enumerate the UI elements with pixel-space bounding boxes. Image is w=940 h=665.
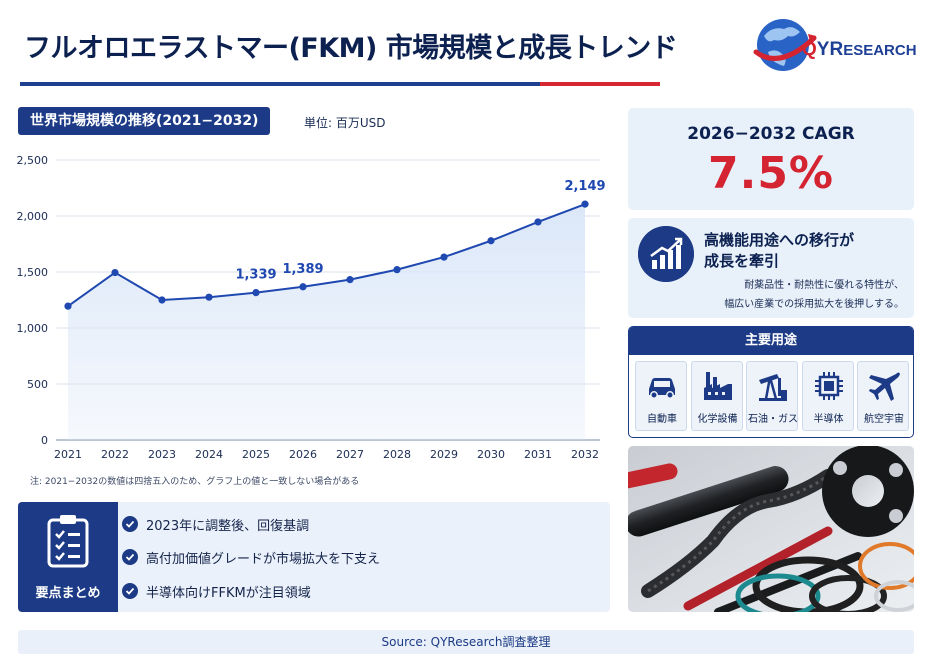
x-tick-label: 2021 <box>54 448 82 461</box>
application-label: 航空宇宙 <box>864 414 904 425</box>
x-tick-label: 2026 <box>289 448 317 461</box>
x-tick-label: 2030 <box>477 448 505 461</box>
key-point-text: 半導体向けFFKMが注目領域 <box>146 585 311 601</box>
data-point <box>111 268 119 277</box>
key-point-item: 半導体向けFFKMが注目領域 <box>122 580 311 602</box>
key-point-text: 2023年に調整後、回復基調 <box>146 518 310 534</box>
chart-heading: 世界市場規模の推移(2021−2032) <box>18 107 271 135</box>
data-point <box>440 253 448 261</box>
data-label: 2,149 <box>564 179 605 194</box>
application-tile: 自動車 <box>635 361 687 431</box>
y-tick-label: 1,000 <box>17 322 49 335</box>
data-point <box>534 218 542 226</box>
cagr-label: 2026−2032 CAGR <box>687 124 855 144</box>
clipboard-checklist-icon <box>47 515 89 568</box>
key-point-item: 2023年に調整後、回復基調 <box>122 513 309 535</box>
application-tile: 半導体 <box>801 361 854 431</box>
check-icon <box>122 516 138 532</box>
data-point <box>299 283 307 291</box>
data-point <box>64 302 72 310</box>
title-underline-accent <box>540 82 660 86</box>
application-tile: 石油・ガス <box>746 361 798 431</box>
airplane-icon <box>869 372 900 401</box>
y-tick-label: 2,500 <box>17 154 49 167</box>
company-logo: QYRESEARCH <box>752 12 922 82</box>
data-point <box>252 289 260 297</box>
application-label: 自動車 <box>647 414 677 425</box>
growth-driver-title-line: 成長を牽引 <box>704 252 780 270</box>
series-area <box>68 204 585 440</box>
cagr-value: 7.5% <box>707 148 835 199</box>
y-tick-label: 0 <box>41 434 48 447</box>
y-tick-label: 2,000 <box>17 210 49 223</box>
data-point <box>393 266 401 274</box>
chart-footnote: 注: 2021−2032の数値は四捨五入のため、グラフ上の値と一致しない場合があ… <box>30 477 360 487</box>
application-tile: 化学設備 <box>690 361 743 431</box>
series-line <box>67 203 586 307</box>
car-icon <box>649 378 675 399</box>
y-tick-label: 500 <box>27 378 48 391</box>
growth-chart-icon <box>638 226 694 282</box>
data-label: 1,389 <box>282 262 323 277</box>
applications-heading: 主要用途 <box>629 327 913 355</box>
key-point-item: 高付加価値グレードが市場拡大を下支え <box>122 546 380 568</box>
check-icon <box>122 583 138 599</box>
key-point-text: 高付加価値グレードが市場拡大を下支え <box>146 551 381 567</box>
key-points-panel: 要点まとめ 2023年に調整後、回復基調 高付加価値グレードが市場拡大を下支え … <box>18 502 610 612</box>
title-underline <box>20 82 540 86</box>
chart-unit-label: 単位: 百万USD <box>304 116 386 130</box>
x-tick-label: 2022 <box>101 448 129 461</box>
check-icon <box>122 549 138 565</box>
data-point <box>487 237 495 245</box>
chip-icon <box>814 372 843 400</box>
growth-driver-description: 耐薬品性・耐熱性に優れる特性が、 幅広い産業での採用拡大を後押しする。 <box>628 276 910 314</box>
factory-icon <box>703 372 732 400</box>
data-point <box>158 296 166 304</box>
x-tick-label: 2027 <box>336 448 364 461</box>
applications-card: 主要用途 自動車 化学設備 <box>628 326 914 438</box>
application-label: 石油・ガス <box>748 414 798 425</box>
data-point <box>581 200 589 208</box>
growth-driver-title: 高機能用途への移行が 成長を牽引 <box>704 230 854 272</box>
source-footer: Source: QYResearch調査整理 <box>18 630 914 654</box>
cagr-card: 2026−2032 CAGR 7.5% <box>628 108 914 210</box>
x-tick-label: 2023 <box>148 448 176 461</box>
key-points-label: 要点まとめ <box>35 586 101 601</box>
growth-driver-desc-line: 耐薬品性・耐熱性に優れる特性が、 <box>744 280 904 291</box>
data-label: 1,339 <box>235 268 276 283</box>
x-tick-label: 2032 <box>571 448 599 461</box>
growth-driver-title-line: 高機能用途への移行が <box>704 231 855 249</box>
growth-driver-card: 高機能用途への移行が 成長を牽引 耐薬品性・耐熱性に優れる特性が、 幅広い産業で… <box>628 218 914 318</box>
globe-logo-icon <box>753 19 817 71</box>
x-tick-label: 2025 <box>242 448 270 461</box>
y-tick-label: 1,500 <box>17 266 49 279</box>
application-tile: 航空宇宙 <box>857 361 909 431</box>
application-label: 半導体 <box>813 414 844 425</box>
x-tick-label: 2031 <box>524 448 552 461</box>
x-tick-label: 2024 <box>195 448 223 461</box>
growth-driver-desc-line: 幅広い産業での採用拡大を後押しする。 <box>724 299 904 310</box>
application-label: 化学設備 <box>697 414 738 425</box>
page-title: フルオロエラストマー(FKM) 市場規模と成長トレンド <box>24 33 678 64</box>
logo-wordmark: QYRESEARCH <box>802 39 917 60</box>
market-size-chart: 0 500 1,000 1,500 2,000 2,500 2021 2022 2023 2024… <box>17 154 606 461</box>
x-tick-label: 2029 <box>430 448 458 461</box>
applications-list: 自動車 化学設備 石油・ガス <box>635 361 909 433</box>
oil-pump-icon <box>759 374 787 401</box>
data-point <box>346 276 354 284</box>
x-tick-label: 2028 <box>383 448 411 461</box>
fkm-products-photo <box>628 446 914 612</box>
key-points-sidebar: 要点まとめ <box>18 502 118 612</box>
data-point <box>205 293 213 301</box>
